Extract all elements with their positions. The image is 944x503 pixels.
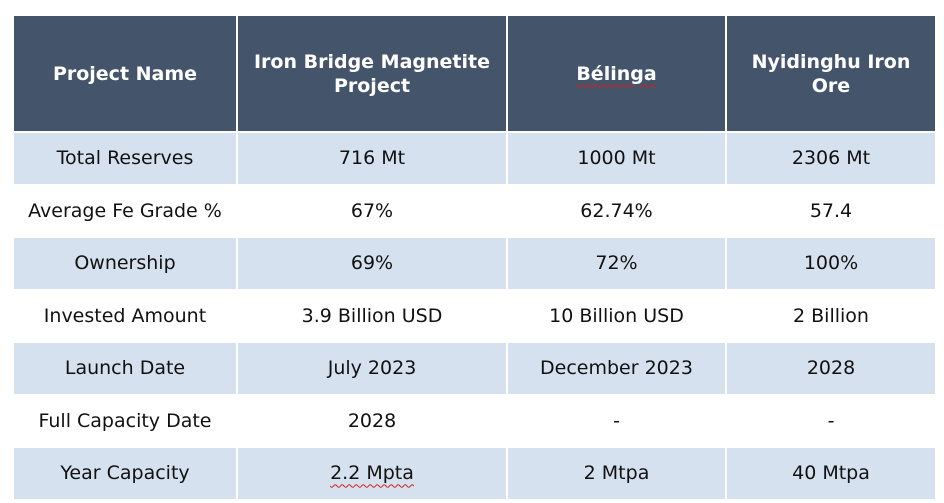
table-cell: December 2023 [506, 341, 727, 396]
table-row: Launch Date July 2023 December 2023 2028 [12, 341, 937, 396]
header-nyidinghu: Nyidinghu Iron Ore [725, 14, 937, 133]
table-cell: 1000 Mt [506, 131, 727, 186]
table-cell: 67% [236, 183, 508, 238]
table-cell: 2028 [236, 393, 508, 448]
table-cell: 716 Mt [236, 131, 508, 186]
table-row: Average Fe Grade % 67% 62.74% 57.4 [12, 183, 937, 238]
table-cell: 2306 Mt [725, 131, 937, 186]
header-belinga-label: Bélinga [576, 62, 657, 85]
table-row: Invested Amount 3.9 Billion USD 10 Billi… [12, 288, 937, 343]
row-label: Ownership [12, 236, 238, 291]
table-cell: 3.9 Billion USD [236, 288, 508, 343]
table-row: Ownership 69% 72% 100% [12, 236, 937, 291]
table-row: Total Reserves 716 Mt 1000 Mt 2306 Mt [12, 131, 937, 186]
table-cell: 62.74% [506, 183, 727, 238]
table-cell: - [725, 393, 937, 448]
table-cell: 2.2 Mpta [236, 446, 508, 501]
table-cell: July 2023 [236, 341, 508, 396]
row-label: Average Fe Grade % [12, 183, 238, 238]
header-belinga: Bélinga [506, 14, 727, 133]
row-label: Launch Date [12, 341, 238, 396]
table-cell-text: 2.2 Mpta [330, 462, 414, 485]
table-cell: 10 Billion USD [506, 288, 727, 343]
table-cell: 100% [725, 236, 937, 291]
row-label: Full Capacity Date [12, 393, 238, 448]
table-cell: 2 Billion [725, 288, 937, 343]
table-cell: 2 Mtpa [506, 446, 727, 501]
header-project-name: Project Name [12, 14, 238, 133]
table-cell: 40 Mtpa [725, 446, 937, 501]
table-row: Full Capacity Date 2028 - - [12, 393, 937, 448]
header-row: Project Name Iron Bridge Magnetite Proje… [12, 14, 937, 133]
project-comparison-table: Project Name Iron Bridge Magnetite Proje… [12, 14, 937, 501]
table-row: Year Capacity 2.2 Mpta 2 Mtpa 40 Mtpa [12, 446, 937, 501]
row-label: Total Reserves [12, 131, 238, 186]
table-cell: 57.4 [725, 183, 937, 238]
table-cell: 69% [236, 236, 508, 291]
header-iron-bridge: Iron Bridge Magnetite Project [236, 14, 508, 133]
table-cell: - [506, 393, 727, 448]
row-label: Invested Amount [12, 288, 238, 343]
row-label: Year Capacity [12, 446, 238, 501]
table-cell: 72% [506, 236, 727, 291]
table-cell: 2028 [725, 341, 937, 396]
